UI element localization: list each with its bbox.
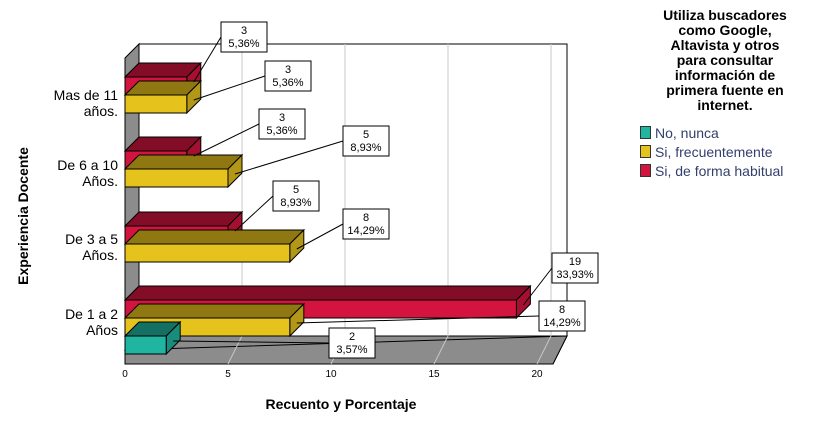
bars [123, 61, 532, 356]
grid-line-floor [433, 335, 449, 365]
data-label-box [328, 327, 376, 359]
data-label-count: 2 [349, 331, 355, 343]
label-leader [193, 36, 222, 83]
category-label: De 3 a 5 Años. [65, 231, 118, 263]
data-label: 58,93% [342, 125, 390, 157]
legend: Utiliza buscadores como Google, Altavista … [640, 8, 810, 180]
data-labels: 35,36%35,36%35,36% 58,93%58,93%814,29%193… [220, 21, 599, 359]
data-label-percent: 14,29% [347, 225, 385, 237]
legend-title-line: internet. [697, 97, 753, 113]
legend-title-line: Altavista y otros [670, 37, 780, 53]
category-label: Mas de 11 años. [54, 87, 119, 119]
data-label: 23,57% [328, 327, 376, 359]
data-label-count: 8 [363, 212, 369, 224]
legend-title-line: para consultar [676, 52, 774, 68]
data-label: 35,36% [258, 108, 306, 140]
legend-label: Si, de forma habitual [655, 162, 784, 179]
category-label: De 1 a 2 Años [65, 306, 118, 338]
bar-front [124, 94, 188, 114]
data-label: 35,36% [264, 60, 312, 92]
data-label-percent: 5,36% [272, 77, 303, 89]
data-label-box [264, 60, 312, 92]
label-leader [296, 315, 540, 324]
category-labels: De 1 a 2 Años De 3 a 5 Años. De 6 a 10 Años. M… [54, 87, 119, 338]
data-label: 814,29% [538, 300, 586, 332]
x-tick-labels: 0 5 10 15 20 [122, 369, 543, 380]
x-tick-label: 0 [122, 369, 128, 380]
legend-title-line: información de [674, 67, 776, 83]
label-leader [234, 195, 274, 232]
data-label-percent: 8,93% [350, 142, 381, 154]
legend-title-line: primera fuente en [666, 82, 784, 98]
data-label-box [220, 21, 268, 53]
legend-label: Si, frecuentemente [655, 143, 773, 160]
x-axis-title: Recuento y Porcentaje [266, 396, 417, 412]
legend-swatch [640, 145, 651, 158]
bar-front [124, 243, 291, 263]
legend-swatch [640, 126, 651, 139]
data-label-box [258, 108, 306, 140]
legend-title-line: como Google, [678, 22, 772, 38]
bar-si-frecuentemente [123, 228, 306, 264]
data-label-count: 3 [241, 25, 247, 37]
data-label: 35,36% [220, 21, 268, 53]
bar-front [124, 168, 229, 188]
data-label-percent: 3,57% [336, 344, 367, 356]
data-label-percent: 14,29% [543, 317, 581, 329]
y-axis-title: Experiencia Docente [15, 147, 31, 285]
x-tick-label: 15 [428, 369, 440, 380]
label-leader [173, 340, 330, 344]
data-label-count: 3 [285, 64, 291, 76]
x-tick-label: 10 [325, 369, 337, 380]
bar-si-frecuentemente [123, 79, 203, 115]
bar-top [123, 303, 306, 319]
bar-top [123, 285, 532, 301]
data-label-percent: 8,93% [280, 197, 311, 209]
label-leader [193, 75, 266, 101]
data-label-count: 5 [363, 129, 369, 141]
bar-front [124, 335, 167, 355]
legend-item: Si, frecuentemente [640, 142, 810, 161]
x-tick-label: 20 [531, 369, 543, 380]
label-leaders [173, 36, 553, 344]
data-label-box [342, 125, 390, 157]
data-label-box [551, 252, 599, 284]
data-label-percent: 33,93% [556, 269, 594, 281]
legend-title-line: Utiliza buscadores [663, 7, 787, 23]
legend-label: No, nunca [655, 124, 719, 141]
legend-item: No, nunca [640, 123, 810, 142]
legend-item: Si, de forma habitual [640, 161, 810, 180]
grid-line-floor [227, 335, 243, 365]
data-label: 58,93% [272, 180, 320, 212]
label-leader [234, 140, 344, 175]
label-leader [523, 267, 553, 306]
data-label-box [342, 208, 390, 240]
bar-no-nunca [123, 320, 182, 356]
legend-items: No, nunca Si, frecuentemente Si, de forma … [640, 123, 810, 180]
bar-top [123, 154, 244, 170]
label-leader [296, 223, 344, 250]
x-tick-label: 5 [225, 369, 231, 380]
data-label-count: 8 [559, 304, 565, 316]
bar-si-frecuentemente [123, 153, 244, 189]
label-leader [193, 123, 260, 157]
legend-title: Utiliza buscadores como Google, Altavista … [640, 8, 810, 113]
data-label-box [538, 300, 586, 332]
bar-top [123, 229, 306, 245]
data-label-percent: 5,36% [228, 38, 259, 50]
data-label-count: 19 [569, 256, 581, 268]
data-label-percent: 5,36% [266, 125, 297, 137]
data-label: 814,29% [342, 208, 390, 240]
data-label-count: 5 [293, 184, 299, 196]
legend-swatch [640, 164, 651, 177]
bar-top [123, 211, 244, 227]
data-label-box [272, 180, 320, 212]
category-label: De 6 a 10 Años. [57, 157, 118, 189]
data-label-count: 3 [279, 112, 285, 124]
grid-line-floor [536, 335, 552, 365]
